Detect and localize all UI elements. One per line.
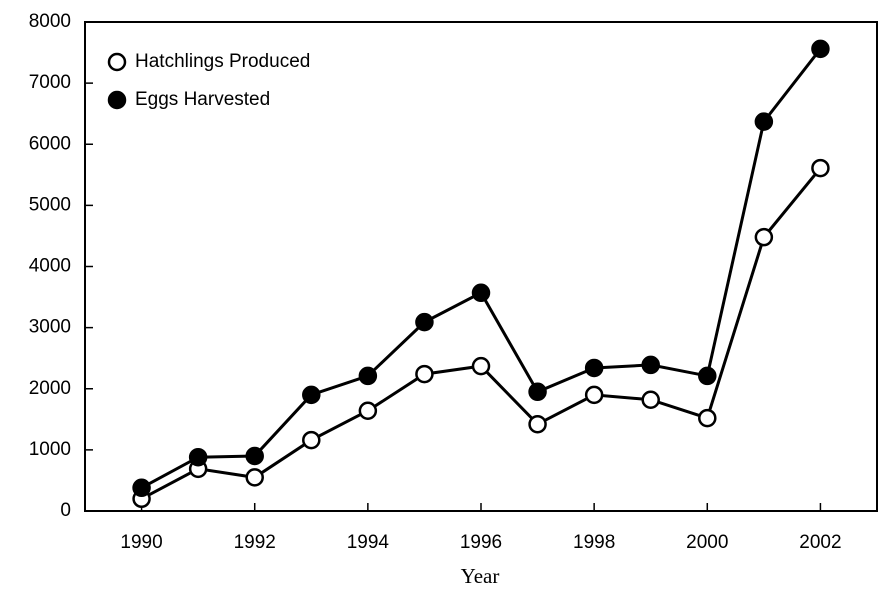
y-tick-label: 1000 (29, 439, 71, 460)
y-tick-label: 8000 (29, 11, 71, 32)
x-tick-label: 2002 (799, 532, 841, 553)
data-point (698, 408, 717, 428)
data-point (302, 430, 321, 450)
data-point (754, 227, 774, 247)
data-point (415, 364, 434, 384)
data-point (471, 283, 491, 303)
x-tick-label: 1994 (347, 532, 390, 553)
data-point (471, 356, 491, 376)
y-tick-label: 4000 (29, 256, 71, 277)
data-point (358, 401, 378, 421)
y-tick-label: 2000 (29, 378, 71, 399)
data-point (584, 385, 604, 405)
x-axis-label: Year (461, 564, 500, 588)
x-tick-label: 1998 (573, 532, 615, 553)
x-tick-label: 1992 (234, 532, 276, 553)
data-point (245, 446, 264, 466)
data-point (528, 382, 547, 402)
y-tick-label: 3000 (29, 317, 71, 338)
y-tick-label: 5000 (29, 194, 71, 215)
data-point (132, 478, 151, 498)
data-point (245, 468, 264, 487)
data-point (811, 39, 830, 59)
y-tick-label: 6000 (29, 133, 71, 154)
series-line (140, 47, 822, 490)
data-point (188, 447, 208, 467)
data-point (302, 385, 321, 405)
y-tick-label: 7000 (29, 72, 71, 93)
data-point (584, 358, 604, 378)
data-point (641, 390, 660, 410)
legend-label: Eggs Harvested (135, 89, 270, 110)
x-tick-label: 2000 (686, 532, 728, 553)
data-point (754, 112, 774, 131)
legend-marker (107, 52, 127, 72)
data-point (811, 158, 830, 178)
legend-label: Hatchlings Produced (135, 51, 310, 72)
x-tick-label: 1996 (460, 532, 502, 553)
x-tick-label: 1990 (120, 532, 162, 553)
data-point (415, 312, 434, 332)
data-point (641, 355, 660, 375)
data-point (358, 366, 378, 386)
series-line (140, 167, 822, 501)
data-point (528, 414, 547, 434)
y-tick-label: 0 (60, 500, 71, 521)
data-point (698, 366, 717, 386)
legend-marker (107, 90, 127, 110)
